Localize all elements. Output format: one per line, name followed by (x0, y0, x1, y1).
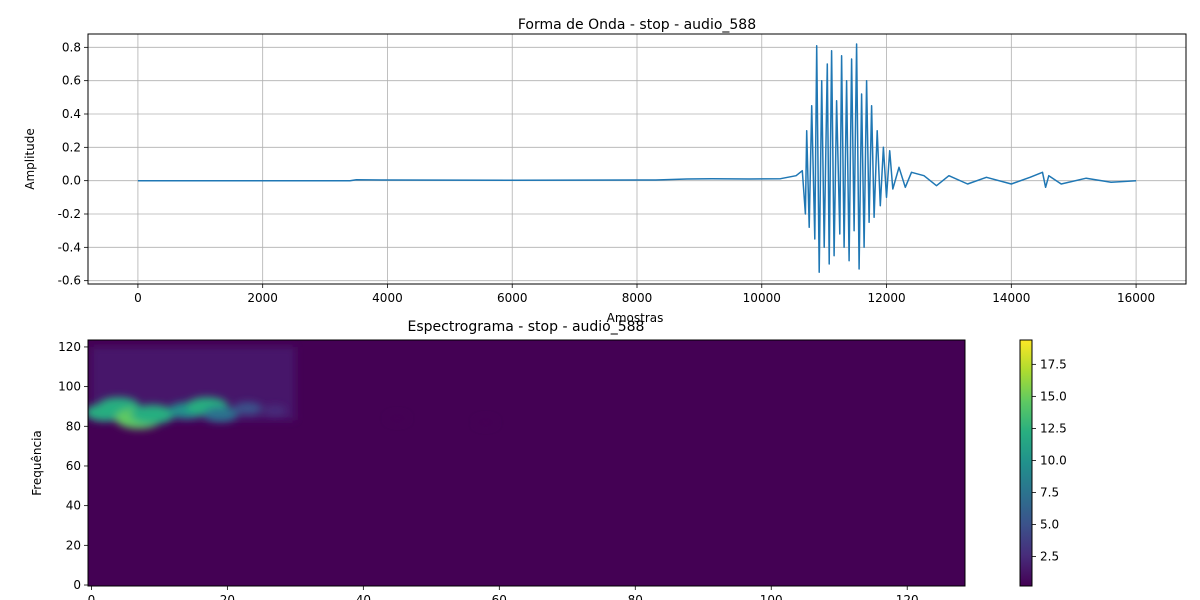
waveform-title: Forma de Onda - stop - audio_588 (518, 17, 756, 33)
waveform-y-tick-label: 0.4 (62, 107, 81, 121)
colorbar-tick-label: 2.5 (1040, 550, 1059, 564)
waveform-series-line (137, 43, 1137, 274)
waveform-y-tick-label: -0.6 (58, 274, 81, 288)
spectrogram-x-tick-label: 0 (88, 593, 96, 600)
spectrogram-x-tick-label: 100 (760, 593, 783, 600)
spectrogram-hotspot (386, 413, 408, 423)
spectrogram-x-tick-label: 20 (220, 593, 235, 600)
spectrogram-y-axis-label: Frequência (30, 430, 44, 496)
waveform-grid (88, 34, 1186, 284)
spectrogram-hotspot (130, 404, 175, 425)
waveform-plot: 0 2000 4000 6000 8000 10000 12000 14000 16000 -0… (23, 17, 1187, 325)
waveform-x-tick-label: 2000 (247, 291, 278, 305)
colorbar: 2.5 5.0 7.5 10.0 12.5 15.0 17.5 (1019, 339, 1067, 587)
waveform-x-tick-label: 8000 (622, 291, 653, 305)
waveform-x-tick-label: 4000 (372, 291, 403, 305)
waveform-y-tick-label: 0.0 (62, 174, 81, 188)
waveform-y-ticks: -0.6 -0.4 -0.2 0.0 0.2 0.4 0.6 0.8 (58, 40, 88, 288)
waveform-x-axis-label: Amostras (607, 311, 664, 325)
waveform-y-tick-label: 0.6 (62, 74, 81, 88)
colorbar-tick-label: 17.5 (1040, 357, 1067, 371)
waveform-x-tick-label: 0 (134, 291, 142, 305)
waveform-y-tick-label: -0.4 (58, 240, 81, 254)
spectrogram-x-tick-label: 40 (356, 593, 371, 600)
spectrogram-y-tick-label: 100 (58, 380, 81, 394)
spectrogram-y-ticks: 0 20 40 60 80 100 120 (58, 340, 88, 592)
spectrogram-x-tick-label: 120 (896, 593, 919, 600)
spectrogram-x-tick-label: 60 (492, 593, 507, 600)
spectrogram-plot: 0 20 40 60 80 100 120 0 20 40 60 80 100 120 Espectro… (30, 319, 966, 600)
colorbar-tick-label: 10.0 (1040, 453, 1067, 467)
spectrogram-y-tick-label: 80 (66, 419, 81, 433)
spectrogram-y-tick-label: 60 (66, 459, 81, 473)
spectrogram-hotspot (475, 417, 497, 427)
waveform-x-tick-label: 12000 (867, 291, 905, 305)
waveform-x-tick-label: 10000 (743, 291, 781, 305)
spectrogram-hotspots (88, 397, 497, 429)
spectrogram-y-tick-label: 0 (73, 578, 81, 592)
colorbar-gradient (1019, 339, 1033, 587)
spectrogram-y-tick-label: 20 (66, 538, 81, 552)
waveform-x-ticks: 0 2000 4000 6000 8000 10000 12000 14000 16000 (134, 284, 1155, 305)
spectrogram-x-tick-label: 80 (628, 593, 643, 600)
colorbar-tick-label: 5.0 (1040, 518, 1059, 532)
spectrogram-title: Espectrograma - stop - audio_588 (408, 319, 645, 335)
colorbar-tick-label: 7.5 (1040, 485, 1059, 499)
colorbar-tick-label: 12.5 (1040, 421, 1067, 435)
colorbar-ticks: 2.5 5.0 7.5 10.0 12.5 15.0 17.5 (1032, 357, 1067, 564)
waveform-y-axis-label: Amplitude (23, 128, 37, 190)
spectrogram-hotspot (263, 405, 287, 416)
waveform-x-tick-label: 16000 (1117, 291, 1155, 305)
spectrogram-y-tick-label: 40 (66, 499, 81, 513)
waveform-y-tick-label: 0.8 (62, 40, 81, 54)
spectrogram-y-tick-label: 120 (58, 340, 81, 354)
waveform-x-tick-label: 6000 (497, 291, 528, 305)
spectrogram-hotspot (233, 402, 263, 415)
spectrogram-frame (87, 339, 966, 587)
waveform-y-tick-label: -0.2 (58, 207, 81, 221)
spectrogram-hotspot (203, 406, 238, 422)
colorbar-tick-label: 15.0 (1040, 389, 1067, 403)
waveform-x-tick-label: 14000 (992, 291, 1030, 305)
waveform-y-tick-label: 0.2 (62, 140, 81, 154)
spectrogram-x-ticks: 0 20 40 60 80 100 120 (88, 586, 919, 600)
